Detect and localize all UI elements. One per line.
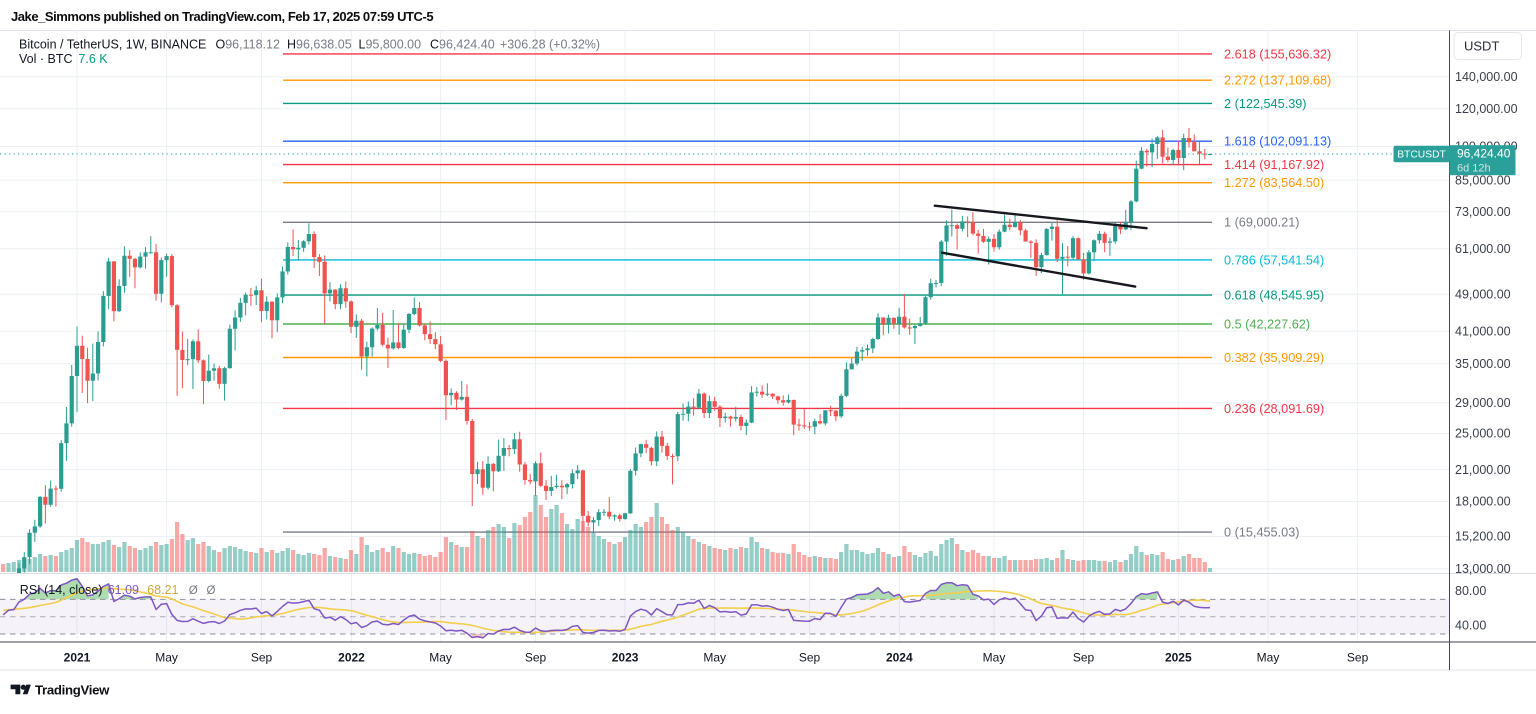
svg-text:2.618 (155,636.32): 2.618 (155,636.32)	[1224, 47, 1331, 61]
svg-text:2024: 2024	[886, 651, 913, 665]
svg-text:96,424.40: 96,424.40	[1457, 147, 1511, 161]
svg-text:61.09: 61.09	[108, 583, 139, 597]
svg-text:0.786 (57,541.54): 0.786 (57,541.54)	[1224, 253, 1324, 267]
svg-text:0.236 (28,091.69): 0.236 (28,091.69)	[1224, 402, 1324, 416]
svg-text:Bitcoin / TetherUS, 1W, BINANC: Bitcoin / TetherUS, 1W, BINANCE	[19, 38, 206, 52]
svg-text:Ø: Ø	[207, 585, 216, 597]
svg-text:120,000.00: 120,000.00	[1455, 102, 1518, 116]
svg-text:13,000.00: 13,000.00	[1455, 562, 1511, 576]
svg-text:May: May	[703, 651, 726, 665]
svg-text:0.618 (48,545.95): 0.618 (48,545.95)	[1224, 289, 1324, 303]
svg-text:35,000.00: 35,000.00	[1455, 357, 1511, 371]
svg-text:0.382 (35,909.29): 0.382 (35,909.29)	[1224, 351, 1324, 365]
svg-text:1.414 (91,167.92): 1.414 (91,167.92)	[1224, 158, 1324, 172]
svg-text:H96,638.05: H96,638.05	[287, 38, 352, 52]
svg-text:Sep: Sep	[1073, 651, 1095, 665]
svg-text:BTCUSDT: BTCUSDT	[1397, 150, 1446, 161]
svg-text:41,000.00: 41,000.00	[1455, 324, 1511, 338]
svg-text:85,000.00: 85,000.00	[1455, 173, 1511, 187]
svg-text:May: May	[155, 651, 178, 665]
svg-text:18,000.00: 18,000.00	[1455, 495, 1511, 509]
svg-text:2.272 (137,109.68): 2.272 (137,109.68)	[1224, 74, 1331, 88]
svg-text:2025: 2025	[1165, 651, 1192, 665]
svg-text:USDT: USDT	[1464, 38, 1499, 53]
svg-text:Sep: Sep	[251, 651, 273, 665]
svg-text:0 (15,455.03): 0 (15,455.03)	[1224, 526, 1299, 540]
svg-text:0.5 (42,227.62): 0.5 (42,227.62)	[1224, 317, 1310, 331]
svg-text:29,000.00: 29,000.00	[1455, 396, 1511, 410]
svg-text:68.21: 68.21	[147, 583, 178, 597]
svg-text:2021: 2021	[64, 651, 91, 665]
svg-text:73,000.00: 73,000.00	[1455, 205, 1511, 219]
svg-text:61,000.00: 61,000.00	[1455, 242, 1511, 256]
svg-text:May: May	[429, 651, 452, 665]
svg-text:2022: 2022	[338, 651, 365, 665]
svg-text:1.272 (83,564.50): 1.272 (83,564.50)	[1224, 176, 1324, 190]
svg-text:25,000.00: 25,000.00	[1455, 427, 1511, 441]
svg-text:RSI (14, close): RSI (14, close)	[20, 583, 103, 597]
svg-text:Ø: Ø	[189, 585, 198, 597]
svg-text:6d 12h: 6d 12h	[1457, 163, 1491, 175]
svg-text:40.00: 40.00	[1455, 619, 1486, 633]
svg-text:Vol · BTC: Vol · BTC	[19, 52, 73, 66]
svg-text:1 (69,000.21): 1 (69,000.21)	[1224, 216, 1299, 230]
svg-text:1.618 (102,091.13): 1.618 (102,091.13)	[1224, 135, 1331, 149]
svg-text:140,000.00: 140,000.00	[1455, 70, 1518, 84]
svg-text:80.00: 80.00	[1455, 584, 1486, 598]
svg-text:Sep: Sep	[525, 651, 547, 665]
svg-text:Sep: Sep	[1347, 651, 1369, 665]
svg-text:May: May	[983, 651, 1006, 665]
svg-text:15,200.00: 15,200.00	[1455, 530, 1511, 544]
svg-text:2 (122,545.39): 2 (122,545.39)	[1224, 97, 1307, 111]
svg-text:May: May	[1257, 651, 1280, 665]
svg-text:7.6 K: 7.6 K	[78, 52, 108, 66]
svg-text:2023: 2023	[612, 651, 639, 665]
svg-text:Sep: Sep	[799, 651, 821, 665]
svg-text:+306.28 (+0.32%): +306.28 (+0.32%)	[500, 38, 600, 52]
svg-text:21,000.00: 21,000.00	[1455, 463, 1511, 477]
svg-text:C96,424.40: C96,424.40	[430, 38, 495, 52]
svg-text:49,000.00: 49,000.00	[1455, 287, 1511, 301]
svg-text:O96,118.12: O96,118.12	[216, 38, 280, 52]
svg-text:Jake_Simmons published on Trad: Jake_Simmons published on TradingView.co…	[11, 9, 433, 24]
svg-text:L95,800.00: L95,800.00	[359, 38, 422, 52]
svg-text:TradingView: TradingView	[35, 683, 110, 698]
